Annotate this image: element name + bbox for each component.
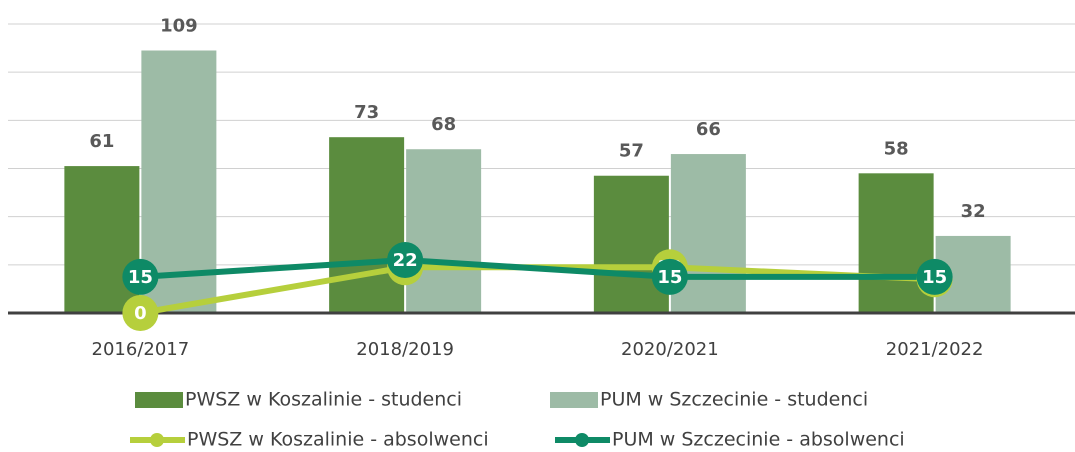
- bar: [329, 137, 405, 313]
- bar-value-label: 32: [961, 201, 986, 222]
- legend-swatch: [150, 433, 164, 447]
- x-tick-label: 2018/2019: [356, 339, 454, 360]
- legend-swatch: [135, 392, 183, 408]
- x-tick-label: 2021/2022: [886, 339, 984, 360]
- bar-value-label: 109: [160, 15, 198, 36]
- line: [140, 257, 935, 280]
- bar-value-label: 68: [431, 114, 456, 135]
- line-marker: [122, 258, 159, 295]
- x-tick-label: 2016/2017: [92, 339, 190, 360]
- line-marker: [387, 242, 424, 279]
- bar: [64, 166, 140, 313]
- legend-swatch: [550, 392, 598, 408]
- legend-label: PWSZ w Koszalinie - absolwenci: [187, 429, 489, 451]
- line-value-label: 22: [393, 250, 418, 271]
- legend-swatch: [575, 433, 589, 447]
- bar: [406, 149, 482, 313]
- line-marker: [122, 295, 159, 331]
- line-value-label: 15: [128, 267, 153, 288]
- bar-value-label: 58: [884, 138, 909, 159]
- line-value-label: 0: [134, 303, 147, 324]
- bar: [593, 175, 669, 313]
- bar-value-label: 61: [89, 131, 114, 152]
- legend-label: PWSZ w Koszalinie - studenci: [185, 389, 462, 411]
- line-value-label: 15: [657, 267, 682, 288]
- bar-value-label: 57: [619, 141, 644, 162]
- legend-label: PUM w Szczecinie - studenci: [600, 389, 868, 411]
- legend-label: PUM w Szczecinie - absolwenci: [612, 429, 905, 451]
- bar-value-label: 66: [696, 119, 721, 140]
- line-marker: [651, 258, 688, 295]
- bar-value-label: 73: [354, 102, 379, 123]
- x-tick-label: 2020/2021: [621, 339, 719, 360]
- line-value-label: 15: [922, 267, 947, 288]
- line-marker: [916, 258, 953, 295]
